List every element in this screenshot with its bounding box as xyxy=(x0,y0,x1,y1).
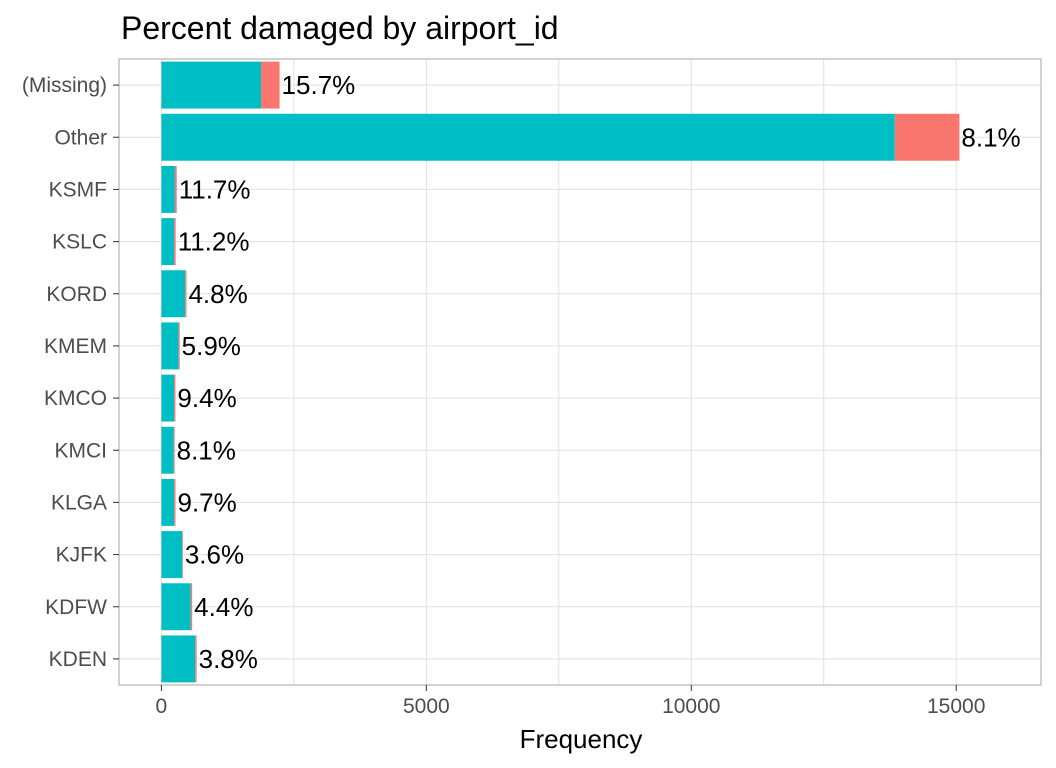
bar-not-damaged xyxy=(161,531,183,579)
bar-damaged xyxy=(190,583,193,631)
x-tick-label: 5000 xyxy=(403,695,450,718)
bar-damaged xyxy=(174,374,176,422)
bar-not-damaged xyxy=(161,61,262,109)
bar-damaged xyxy=(182,531,183,579)
bar-not-damaged xyxy=(161,113,895,161)
data-label: 5.9% xyxy=(182,331,241,361)
y-tick-label: KORD xyxy=(46,283,107,306)
y-axis: (Missing) Other KSMF KSLC KORD KMEM KMCO KMCI KL… xyxy=(22,74,119,671)
y-tick-label: KMCI xyxy=(55,439,108,462)
x-axis-title: Frequency xyxy=(520,724,643,754)
y-tick-label: (Missing) xyxy=(22,74,107,97)
bar-not-damaged xyxy=(161,583,191,631)
data-label: 3.6% xyxy=(185,540,244,570)
bar-not-damaged xyxy=(161,218,175,266)
data-label: 11.2% xyxy=(178,227,250,257)
y-tick-label: Other xyxy=(54,126,107,149)
data-label: 9.4% xyxy=(177,383,236,413)
x-axis: 0 5000 10000 15000 xyxy=(156,685,985,718)
data-label: 4.8% xyxy=(188,279,247,309)
data-label: 15.7% xyxy=(282,70,356,100)
bar-damaged xyxy=(195,635,197,683)
bar-damaged xyxy=(173,426,175,474)
bars xyxy=(161,61,960,683)
x-tick-label: 10000 xyxy=(662,695,720,718)
bar-not-damaged xyxy=(161,270,186,318)
bar-damaged xyxy=(261,61,280,109)
bar-not-damaged xyxy=(161,374,175,422)
panel-border xyxy=(118,58,1042,686)
y-tick-label: KSMF xyxy=(49,178,107,201)
y-tick-label: KLGA xyxy=(51,491,107,514)
bar-not-damaged xyxy=(161,165,175,213)
y-tick-label: KMCO xyxy=(44,387,107,410)
bar-not-damaged xyxy=(161,426,174,474)
data-label: 4.4% xyxy=(194,592,253,622)
bar-damaged xyxy=(174,478,176,526)
bar-damaged xyxy=(178,322,180,370)
bar-not-damaged xyxy=(161,635,196,683)
bar-damaged xyxy=(894,113,960,161)
data-label: 8.1% xyxy=(177,435,236,465)
y-tick-label: KJFK xyxy=(56,544,107,567)
data-label: 9.7% xyxy=(177,487,236,517)
y-tick-label: KDEN xyxy=(49,648,107,671)
y-tick-label: KSLC xyxy=(52,231,107,254)
x-tick-label: 15000 xyxy=(927,695,985,718)
y-tick-label: KDFW xyxy=(45,596,107,619)
y-tick-label: KMEM xyxy=(44,335,107,358)
x-tick-label: 0 xyxy=(156,695,168,718)
data-label: 3.8% xyxy=(199,644,258,674)
data-labels: 15.7% 8.1% 11.7% 11.2% 4.8% 5.9% 9.4% 8.1% 9.7% 3… xyxy=(177,70,1021,674)
bar-damaged xyxy=(174,218,176,266)
bar-damaged xyxy=(185,270,187,318)
bar-not-damaged xyxy=(161,478,175,526)
data-label: 8.1% xyxy=(961,122,1020,152)
bar-not-damaged xyxy=(161,322,179,370)
bar-damaged xyxy=(174,165,177,213)
chart-title: Percent damaged by airport_id xyxy=(121,10,559,46)
data-label: 11.7% xyxy=(179,174,251,204)
